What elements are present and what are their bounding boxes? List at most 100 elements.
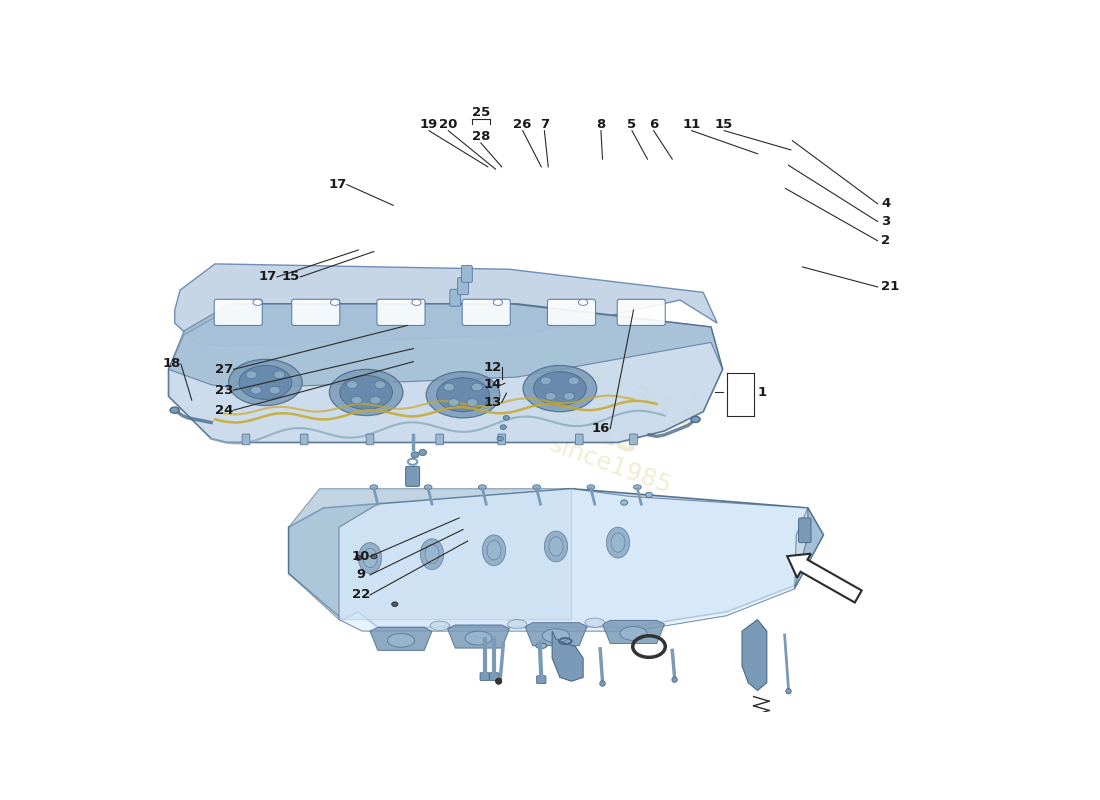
FancyBboxPatch shape — [366, 434, 374, 445]
Ellipse shape — [569, 377, 580, 385]
Ellipse shape — [370, 485, 377, 490]
Polygon shape — [794, 508, 824, 589]
Ellipse shape — [646, 492, 652, 498]
Text: 23: 23 — [216, 384, 233, 397]
Ellipse shape — [500, 425, 506, 430]
FancyArrow shape — [788, 554, 861, 602]
FancyBboxPatch shape — [617, 299, 666, 326]
FancyBboxPatch shape — [498, 434, 506, 445]
Ellipse shape — [495, 678, 502, 684]
Text: 15: 15 — [282, 270, 300, 283]
Text: 6: 6 — [649, 118, 658, 131]
Ellipse shape — [534, 372, 586, 406]
Ellipse shape — [430, 621, 450, 630]
Ellipse shape — [466, 398, 477, 406]
Ellipse shape — [507, 619, 527, 629]
Polygon shape — [288, 489, 572, 619]
Ellipse shape — [355, 556, 362, 560]
Polygon shape — [370, 627, 432, 650]
Text: 21: 21 — [881, 281, 900, 294]
Ellipse shape — [270, 386, 280, 394]
Ellipse shape — [620, 626, 647, 640]
Ellipse shape — [483, 535, 506, 566]
FancyBboxPatch shape — [242, 434, 250, 445]
Text: 4: 4 — [881, 198, 891, 210]
Text: 2: 2 — [881, 234, 891, 247]
Ellipse shape — [330, 299, 340, 306]
Ellipse shape — [351, 396, 362, 404]
Ellipse shape — [375, 381, 385, 389]
Ellipse shape — [532, 485, 540, 490]
Text: 28: 28 — [472, 130, 490, 143]
Ellipse shape — [785, 689, 791, 694]
Ellipse shape — [610, 533, 625, 552]
Text: 13: 13 — [483, 396, 502, 409]
Ellipse shape — [497, 436, 504, 441]
Ellipse shape — [478, 485, 486, 490]
Text: ferrari: ferrari — [535, 341, 701, 436]
Text: 3: 3 — [881, 215, 891, 228]
Ellipse shape — [587, 485, 595, 490]
Ellipse shape — [370, 396, 381, 404]
Ellipse shape — [504, 415, 509, 420]
Ellipse shape — [251, 386, 262, 394]
Ellipse shape — [542, 629, 570, 642]
Ellipse shape — [411, 452, 419, 458]
Text: 8: 8 — [596, 118, 606, 131]
FancyBboxPatch shape — [799, 518, 811, 542]
Polygon shape — [339, 489, 807, 631]
Text: 18: 18 — [163, 358, 180, 370]
Text: 17: 17 — [328, 178, 346, 191]
Polygon shape — [603, 620, 664, 643]
Text: 5: 5 — [627, 118, 637, 131]
FancyBboxPatch shape — [292, 299, 340, 326]
Ellipse shape — [253, 299, 262, 306]
Ellipse shape — [437, 378, 490, 412]
FancyBboxPatch shape — [450, 290, 461, 306]
Ellipse shape — [340, 375, 393, 410]
Ellipse shape — [544, 531, 568, 562]
Text: 20: 20 — [439, 118, 458, 131]
Ellipse shape — [443, 383, 454, 391]
FancyBboxPatch shape — [462, 299, 510, 326]
Ellipse shape — [274, 371, 285, 378]
Text: 1: 1 — [758, 386, 767, 399]
FancyBboxPatch shape — [300, 434, 308, 445]
FancyBboxPatch shape — [548, 299, 595, 326]
Polygon shape — [742, 619, 767, 690]
Ellipse shape — [465, 631, 492, 645]
Ellipse shape — [546, 393, 556, 400]
Text: 26: 26 — [514, 118, 532, 131]
Ellipse shape — [425, 485, 432, 490]
FancyBboxPatch shape — [537, 676, 546, 683]
Polygon shape — [175, 264, 717, 346]
Ellipse shape — [363, 548, 377, 568]
Text: 9: 9 — [356, 569, 365, 582]
Text: 19: 19 — [420, 118, 438, 131]
FancyBboxPatch shape — [214, 299, 262, 326]
Ellipse shape — [606, 527, 629, 558]
FancyBboxPatch shape — [436, 434, 443, 445]
Text: 24: 24 — [216, 404, 233, 417]
Ellipse shape — [524, 366, 596, 412]
FancyBboxPatch shape — [406, 466, 419, 486]
Polygon shape — [552, 631, 583, 682]
Text: parts: parts — [531, 393, 643, 462]
Ellipse shape — [346, 381, 358, 389]
Ellipse shape — [691, 416, 701, 422]
Ellipse shape — [329, 370, 403, 415]
FancyBboxPatch shape — [480, 673, 490, 681]
Polygon shape — [168, 304, 723, 389]
Ellipse shape — [563, 393, 574, 400]
Ellipse shape — [672, 677, 678, 682]
Ellipse shape — [585, 618, 604, 627]
Ellipse shape — [472, 383, 483, 391]
Ellipse shape — [426, 372, 499, 418]
Ellipse shape — [536, 643, 547, 649]
FancyBboxPatch shape — [462, 266, 472, 282]
Ellipse shape — [425, 545, 439, 564]
Ellipse shape — [420, 538, 443, 570]
Ellipse shape — [549, 537, 563, 556]
Ellipse shape — [620, 500, 628, 506]
Ellipse shape — [170, 407, 179, 414]
